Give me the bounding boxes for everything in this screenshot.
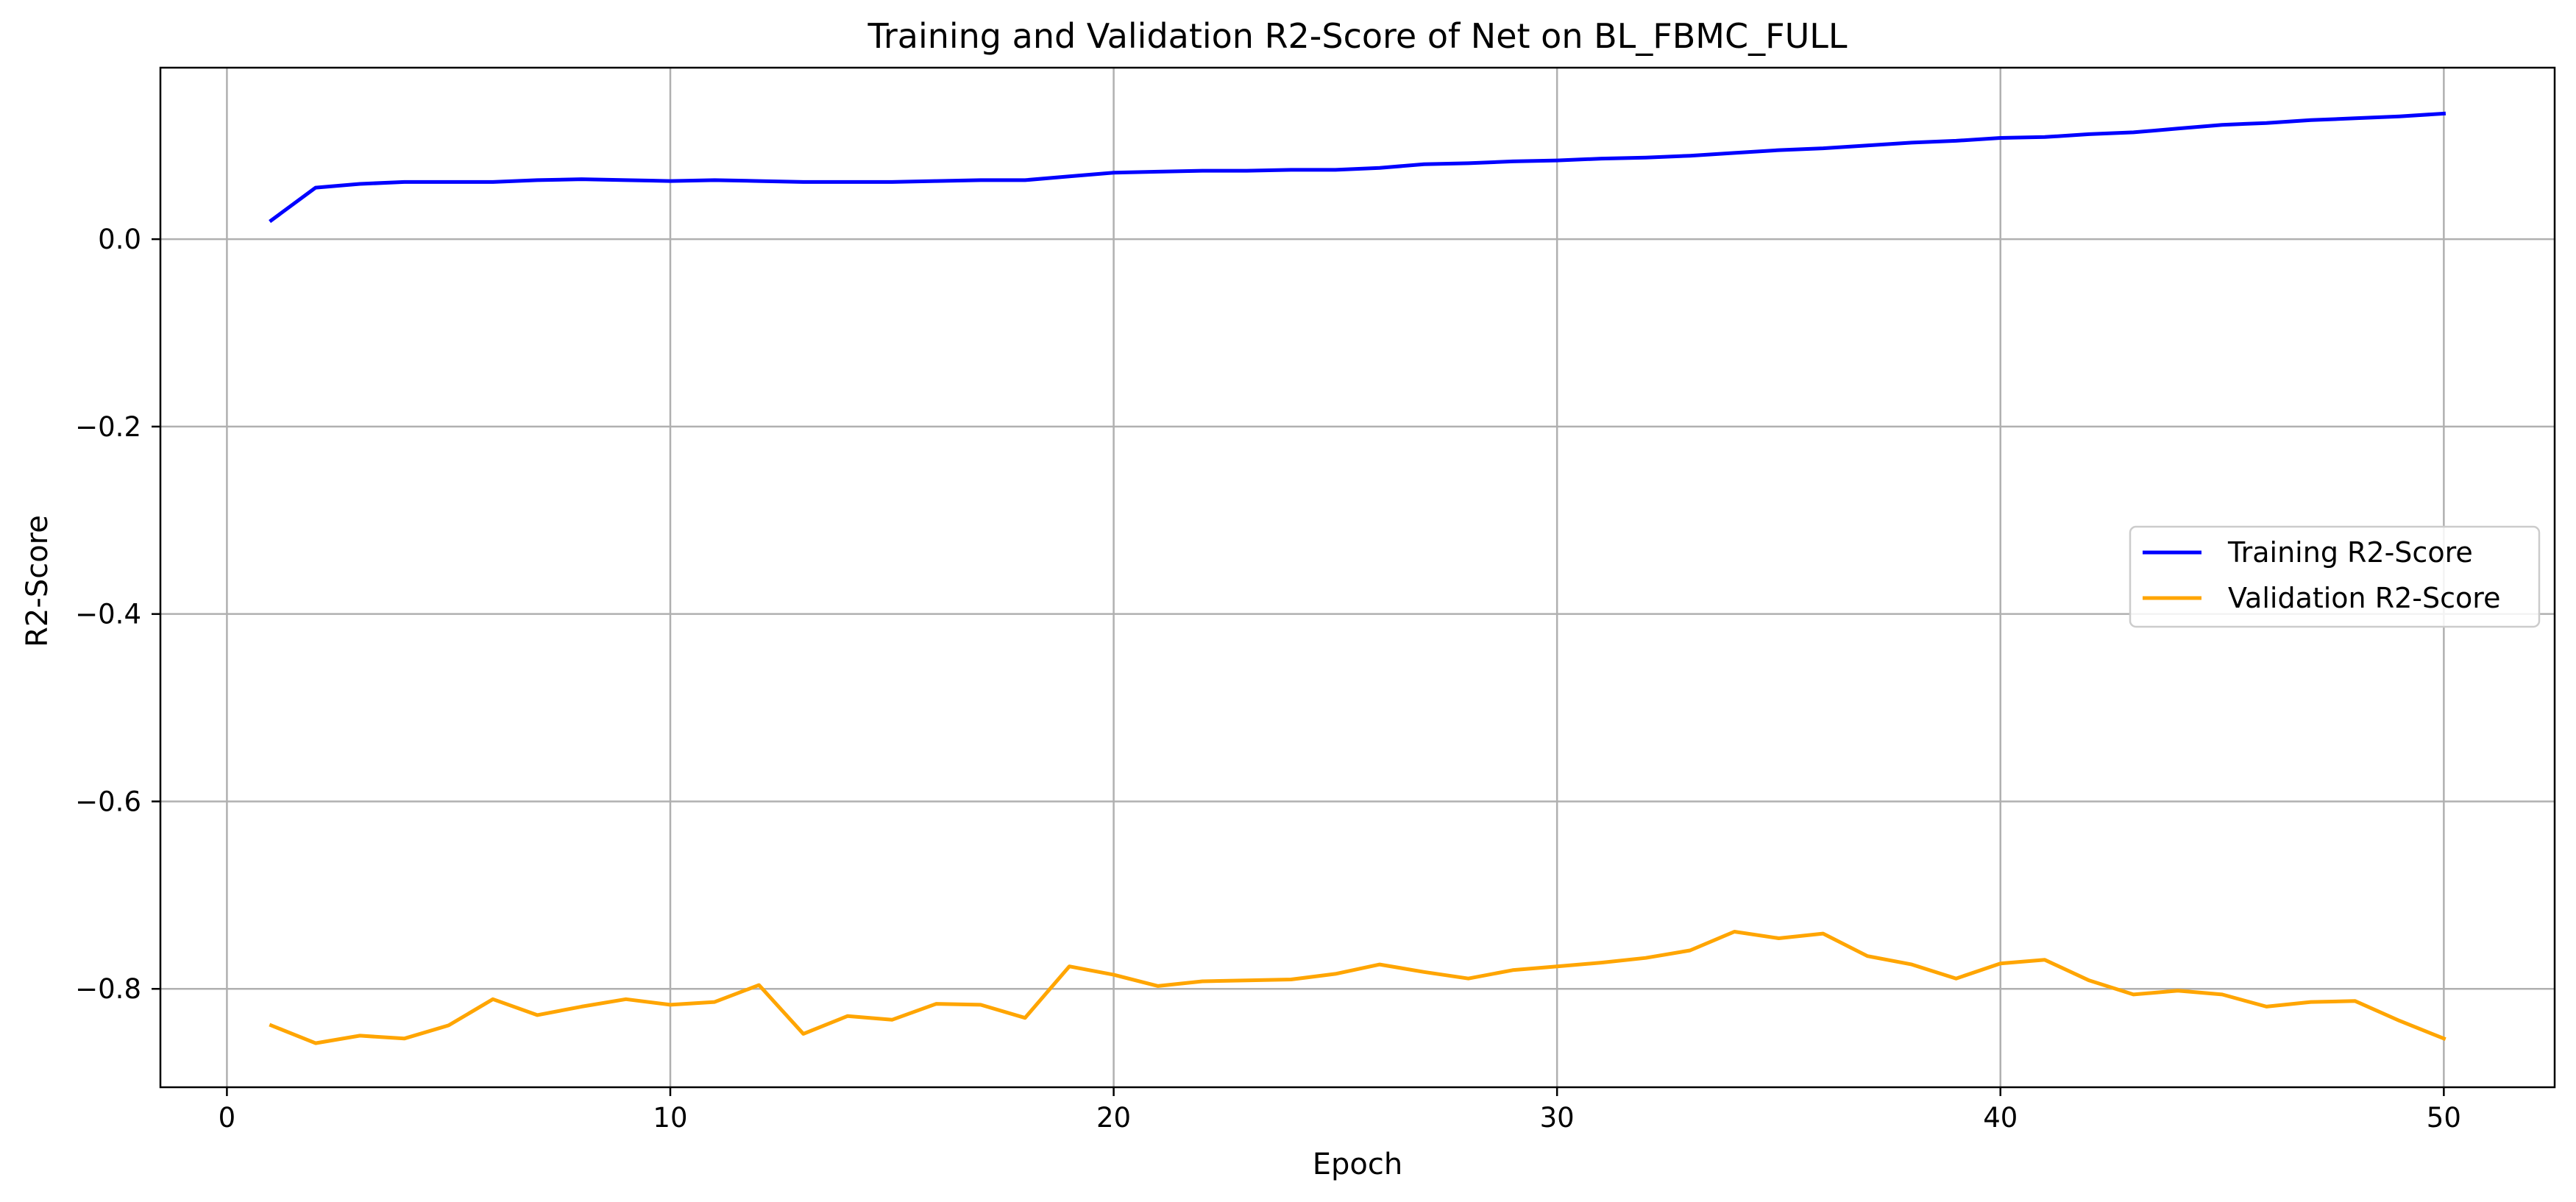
x-tick-label: 40 xyxy=(1983,1102,2018,1134)
x-tick-label: 0 xyxy=(219,1102,236,1134)
series-line-training-r2-score xyxy=(269,111,2447,224)
series-line-validation-r2-score xyxy=(269,930,2447,1045)
y-tick-label: −0.8 xyxy=(75,973,141,1005)
x-axis-label: Epoch xyxy=(1313,1148,1402,1181)
plot-frame xyxy=(159,66,2556,1089)
y-tick-label: −0.4 xyxy=(75,599,141,630)
x-tick-label: 20 xyxy=(1096,1102,1131,1134)
series-group xyxy=(269,111,2447,1045)
x-tick-label: 10 xyxy=(653,1102,687,1134)
y-tick-label: −0.6 xyxy=(75,786,141,817)
y-tick-label: −0.2 xyxy=(75,411,141,443)
x-tick-label: 50 xyxy=(2427,1102,2461,1134)
x-tick-label: 30 xyxy=(1540,1102,1575,1134)
legend: Training R2-Score Validation R2-Score xyxy=(2129,525,2541,628)
legend-label-training: Training R2-Score xyxy=(2227,536,2473,569)
chart-title: Training and Validation R2-Score of Net … xyxy=(867,16,1848,56)
legend-box xyxy=(2129,525,2541,628)
y-tick-label: 0.0 xyxy=(98,224,141,255)
grid xyxy=(160,68,2555,1087)
legend-label-validation: Validation R2-Score xyxy=(2228,582,2500,614)
y-axis-label: R2-Score xyxy=(21,515,54,647)
ticks: 0 10 20 30 40 50 0.0 −0.2 −0.4 −0.6 −0.8 xyxy=(75,224,2461,1134)
